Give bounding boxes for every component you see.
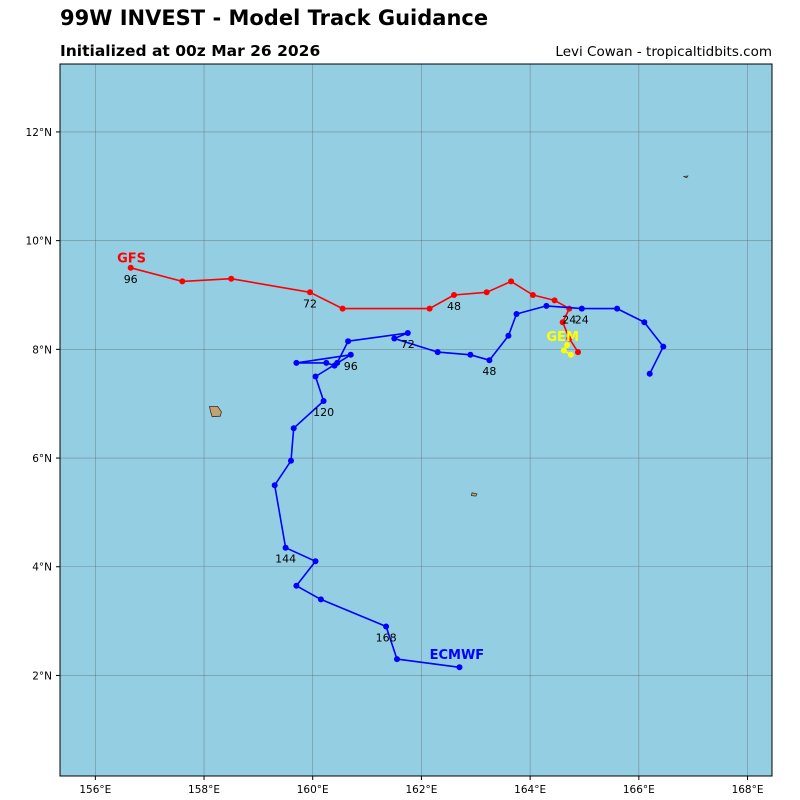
y-tick-label: 12°N: [26, 127, 52, 139]
track-point-ecmwf: [331, 362, 338, 369]
track-point-gfs: [451, 292, 457, 298]
track-point-ecmwf: [345, 338, 352, 345]
track-point-ecmwf: [505, 332, 512, 339]
track-point-ecmwf: [320, 398, 327, 404]
x-tick-label: 168°E: [732, 784, 764, 796]
map-frame: [59, 63, 773, 777]
track-point-gfs: [339, 305, 346, 312]
model-label-ecmwf: ECMWF: [430, 648, 485, 663]
track-point-gfs: [508, 278, 515, 285]
chart-subtitle: Initialized at 00z Mar 26 2026: [60, 42, 321, 60]
track-point-ecmwf: [394, 656, 400, 663]
hour-label-gfs: 96: [124, 273, 138, 286]
track-point-gfs: [575, 349, 581, 356]
track-point-gfs: [529, 292, 536, 298]
hour-label-ecmwf: 96: [344, 360, 358, 373]
track-point-ecmwf: [271, 482, 278, 489]
track-point-gfs: [566, 335, 573, 342]
x-tick-label: 162°E: [405, 784, 437, 796]
track-point-ecmwf: [282, 544, 289, 551]
x-tick-label: 156°E: [79, 784, 111, 796]
track-point-gfs: [559, 319, 566, 326]
hour-label-gfs: 48: [447, 300, 461, 313]
track-point-gfs: [127, 264, 134, 271]
model-label-gem: GEM: [546, 330, 579, 345]
model-label-gfs: GFS: [117, 251, 146, 266]
y-tick-label: 10°N: [26, 236, 52, 248]
track-point-ecmwf: [290, 425, 297, 432]
track-point-ecmwf: [383, 623, 390, 630]
y-tick-label: 2°N: [32, 670, 52, 682]
track-point-ecmwf: [317, 596, 324, 603]
credit-text: Levi Cowan - tropicaltidbits.com: [555, 44, 772, 60]
track-point-ecmwf: [293, 582, 300, 589]
track-point-ecmwf: [467, 351, 474, 358]
track-point-gem: [567, 351, 574, 358]
track-point-ecmwf: [323, 359, 330, 366]
chart-title: 99W INVEST - Model Track Guidance: [60, 6, 489, 30]
track-point-gfs: [179, 278, 186, 285]
track-point-ecmwf: [660, 343, 667, 350]
track-point-ecmwf: [513, 311, 520, 317]
track-point-ecmwf: [578, 305, 585, 312]
hour-label-ecmwf: 48: [482, 365, 496, 378]
x-tick-label: 164°E: [514, 784, 546, 796]
track-point-ecmwf: [614, 305, 621, 312]
hour-label-ecmwf: 120: [313, 406, 334, 419]
hour-label-ecmwf: 72: [401, 338, 415, 351]
track-gfs: 24 48 72 96 GFS: [117, 251, 581, 356]
track-point-ecmwf: [641, 319, 648, 326]
hour-label-ecmwf: 24: [575, 314, 589, 327]
axis-ticks: 156°E 158°E 160°E 162°E 164°E 166°E 168°E 2°N 4°…: [26, 127, 764, 796]
y-tick-label: 6°N: [32, 453, 52, 465]
y-tick-label: 8°N: [32, 344, 52, 356]
x-tick-label: 160°E: [297, 784, 329, 796]
track-point-gfs: [307, 289, 313, 296]
island-atoll: [683, 175, 689, 179]
track-point-ecmwf: [646, 370, 653, 377]
track-point-gfs: [426, 305, 433, 312]
islands-layer: [209, 175, 689, 497]
island-pohnpei: [209, 405, 222, 418]
gridlines: [60, 64, 772, 776]
track-point-ecmwf: [486, 357, 493, 364]
hour-label-ecmwf: 168: [376, 632, 397, 645]
track-point-ecmwf: [312, 373, 319, 380]
track-point-gfs: [483, 289, 490, 296]
hour-label-gfs: 24: [562, 314, 576, 327]
tracks-layer: 24 48 72 96 GFS GEM 24 48 72 96 120 144 168 ECMWF: [117, 251, 667, 671]
hour-label-gfs: 72: [303, 297, 317, 310]
track-point-gem: [560, 347, 567, 354]
track-point-ecmwf: [347, 351, 354, 358]
track-point-ecmwf: [456, 664, 463, 671]
y-tick-label: 4°N: [32, 562, 52, 574]
track-point-ecmwf: [312, 558, 319, 565]
track-gem: GEM: [546, 330, 579, 358]
track-point-ecmwf: [391, 335, 398, 342]
track-point-gfs: [228, 275, 235, 282]
x-tick-label: 166°E: [623, 784, 655, 796]
track-point-ecmwf: [293, 359, 300, 366]
track-point-ecmwf: [288, 457, 294, 464]
x-tick-label: 158°E: [188, 784, 220, 796]
track-point-ecmwf: [543, 302, 550, 309]
ocean-background: [60, 64, 772, 776]
hour-label-ecmwf: 144: [275, 553, 296, 566]
track-point-gfs: [551, 297, 558, 304]
track-point-ecmwf: [404, 330, 411, 336]
island-kosrae: [470, 492, 478, 497]
track-point-ecmwf: [434, 349, 441, 356]
track-ecmwf: 24 48 72 96 120 144 168 ECMWF: [271, 302, 667, 671]
track-point-gem: [564, 342, 571, 348]
